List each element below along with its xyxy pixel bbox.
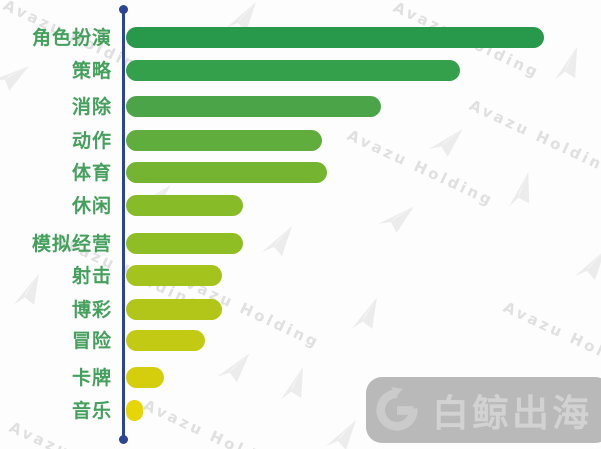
axis-top-dot: [119, 5, 128, 14]
bar: [126, 195, 243, 216]
category-label: 博彩: [71, 299, 112, 321]
bar: [126, 60, 460, 81]
bar: [126, 162, 327, 183]
category-label: 角色扮演: [31, 27, 112, 49]
category-label: 休闲: [71, 195, 112, 217]
category-label: 冒险: [71, 330, 112, 352]
bar: [126, 367, 164, 388]
whale-g-logo-icon: [376, 387, 418, 431]
baijing-chuhai-logo-badge: 白鲸出海: [366, 377, 601, 443]
category-label: 射击: [71, 265, 112, 287]
category-label: 音乐: [71, 400, 112, 422]
axis-bottom-dot: [119, 435, 128, 444]
bar: [126, 233, 243, 254]
y-axis-line: [119, 5, 128, 444]
bar: [126, 130, 322, 151]
category-label: 卡牌: [71, 367, 112, 389]
category-label: 模拟经营: [31, 233, 112, 255]
bar: [126, 299, 222, 320]
bar: [126, 400, 143, 421]
category-label: 体育: [71, 162, 112, 184]
category-label: 消除: [71, 96, 112, 118]
bar: [126, 27, 544, 48]
bar: [126, 265, 222, 286]
category-label: 动作: [71, 130, 112, 152]
bar: [126, 96, 381, 117]
bar: [126, 330, 205, 351]
logo-brand-text: 白鲸出海: [432, 392, 592, 435]
category-label: 策略: [71, 60, 112, 82]
